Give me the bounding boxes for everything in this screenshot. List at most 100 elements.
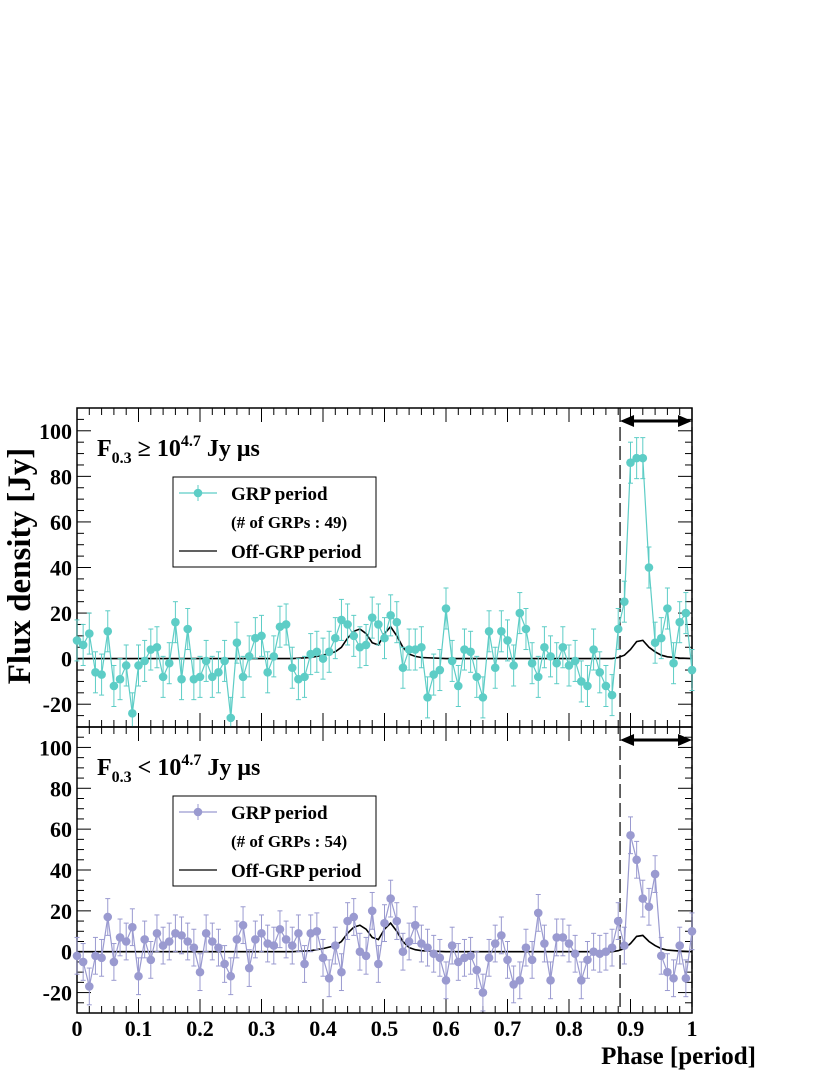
grp-data-point xyxy=(361,640,371,650)
grp-data-point xyxy=(177,674,186,684)
y-tick-label: 20 xyxy=(50,899,72,924)
x-tick-label: 0.5 xyxy=(371,1016,399,1041)
grp-data-point xyxy=(355,947,365,957)
grp-data-point xyxy=(417,642,426,652)
grp-data-point xyxy=(577,976,586,985)
grp-data-point xyxy=(85,982,94,991)
grp-data-point xyxy=(361,951,371,961)
grp-data-point xyxy=(564,661,574,670)
grp-data-point xyxy=(595,668,605,677)
grp-data-point xyxy=(251,935,260,944)
grp-data-point xyxy=(300,672,309,682)
grp-data-point xyxy=(269,652,279,661)
grp-window-arrow-left-head xyxy=(620,415,635,427)
grp-data-point xyxy=(552,658,561,668)
grp-data-point xyxy=(115,674,125,684)
grp-data-point xyxy=(656,951,666,961)
grp-data-point xyxy=(626,458,635,467)
grp-data-point xyxy=(134,661,143,670)
grp-data-point xyxy=(564,939,574,948)
x-tick-label: 0.4 xyxy=(309,1016,337,1041)
grp-data-point xyxy=(521,943,531,952)
grp-data-point xyxy=(244,963,254,973)
grp-data-point xyxy=(509,980,518,989)
grp-data-point xyxy=(189,943,199,952)
grp-data-point xyxy=(589,645,598,654)
panel-title-part: F xyxy=(97,436,112,462)
grp-data-point xyxy=(392,916,402,926)
grp-data-point xyxy=(269,941,279,950)
grp-data-point xyxy=(423,693,432,702)
legend-grp-marker xyxy=(193,488,203,498)
grp-window-arrow-right-head xyxy=(678,734,692,746)
panel-title-part: Jy μs xyxy=(201,755,260,781)
grp-data-point xyxy=(158,941,168,950)
grp-data-point xyxy=(515,608,525,618)
x-tick-label: 0.2 xyxy=(186,1016,214,1041)
grp-data-point xyxy=(663,604,672,613)
grp-window-arrow-right-head xyxy=(678,415,692,427)
grp-data-point xyxy=(527,658,537,668)
grp-data-point xyxy=(423,943,432,952)
panel-title: F0.3 < 104.7 Jy μs xyxy=(97,752,260,786)
grp-data-point xyxy=(527,955,537,965)
grp-data-point xyxy=(386,611,395,620)
grp-data-point xyxy=(177,931,186,940)
grp-data-point xyxy=(140,935,149,944)
grp-data-point xyxy=(318,953,328,963)
grp-data-point xyxy=(669,973,678,983)
grp-window-arrow-left-head xyxy=(620,734,635,746)
grp-data-point xyxy=(109,957,119,967)
x-tick-label: 0 xyxy=(72,1016,83,1041)
grp-data-point xyxy=(164,658,174,668)
grp-data-point xyxy=(78,957,88,967)
grp-data-point xyxy=(214,943,223,952)
grp-data-point xyxy=(367,906,377,916)
grp-data-point xyxy=(398,947,408,957)
grp-data-point xyxy=(540,939,549,948)
grp-data-point xyxy=(626,830,635,840)
off-grp-series-line xyxy=(77,921,693,953)
y-tick-label: 60 xyxy=(50,817,72,842)
grp-data-point xyxy=(656,633,666,643)
x-tick-label: 1 xyxy=(687,1016,698,1041)
grp-data-point xyxy=(244,652,254,661)
grp-data-point xyxy=(97,670,106,679)
x-tick-label: 0.3 xyxy=(248,1016,276,1041)
grp-data-point xyxy=(484,953,494,963)
grp-data-point xyxy=(577,677,586,686)
grp-data-point xyxy=(490,939,500,948)
grp-data-point xyxy=(134,971,143,981)
panel-title-part: Jy μs xyxy=(201,436,260,462)
grp-data-point xyxy=(226,713,236,723)
grp-data-point xyxy=(546,976,555,985)
grp-data-point xyxy=(429,670,439,679)
legend-box xyxy=(172,476,377,568)
grp-data-point xyxy=(226,971,236,981)
grp-data-point xyxy=(675,941,684,950)
grp-data-point xyxy=(78,640,88,650)
grp-data-point xyxy=(343,916,352,926)
grp-data-point xyxy=(349,912,359,922)
grp-data-point xyxy=(497,627,506,636)
grp-data-point xyxy=(583,681,592,691)
grp-data-point xyxy=(687,665,697,675)
grp-data-point xyxy=(195,672,205,682)
grp-data-point xyxy=(503,636,512,645)
grp-data-point xyxy=(404,937,414,946)
y-tick-label: 100 xyxy=(39,735,72,760)
grp-data-point xyxy=(497,931,506,940)
grp-data-point xyxy=(478,693,488,702)
grp-data-point xyxy=(466,951,475,961)
grp-data-point xyxy=(208,672,217,682)
grp-data-point xyxy=(115,933,125,942)
grp-data-point xyxy=(281,935,291,944)
grp-data-point xyxy=(417,939,426,948)
grp-data-point xyxy=(72,636,82,645)
panel-title-part: ≥ 10 xyxy=(132,436,181,462)
grp-data-point xyxy=(441,604,451,613)
grp-data-point xyxy=(447,941,457,950)
grp-data-point xyxy=(238,672,248,682)
grp-data-point xyxy=(380,633,389,643)
